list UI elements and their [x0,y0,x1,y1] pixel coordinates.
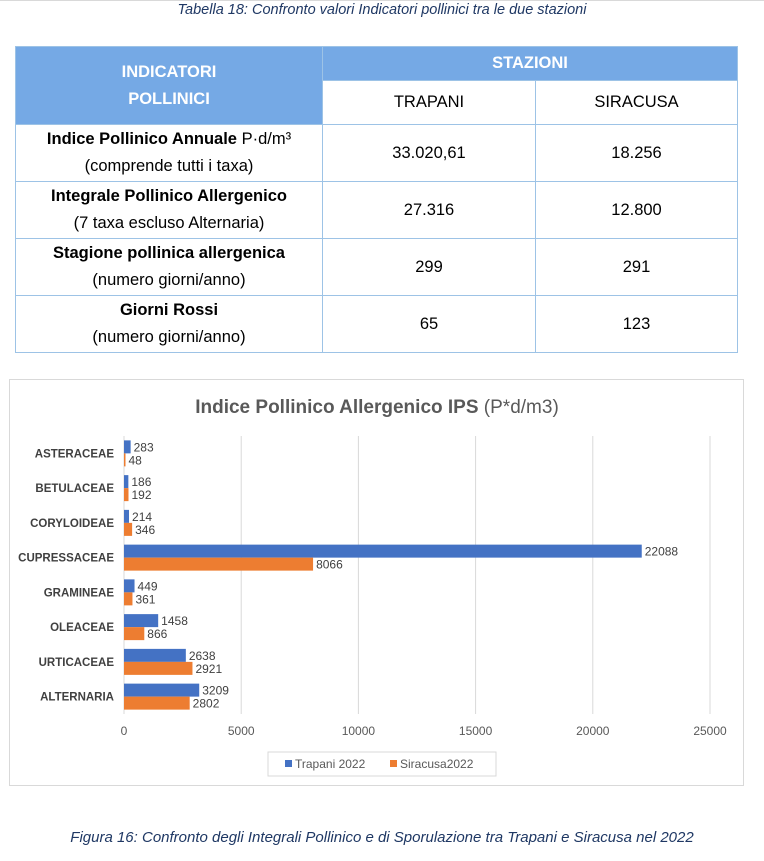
table-row: Stagione pollinica allergenica (numero g… [15,238,738,296]
data-label: 449 [138,579,158,593]
bar-siracusa [124,522,133,536]
data-label: 1458 [161,614,188,628]
category-label: ASTERACEAE [35,448,115,460]
cell-siracusa: 123 [535,295,738,353]
row-label: Stagione pollinica allergenica (numero g… [15,238,323,296]
header-station-trapani: TRAPANI [322,80,536,125]
bar-siracusa [124,627,145,641]
data-label: 214 [132,510,152,524]
data-label: 22088 [645,545,679,559]
cell-trapani: 27.316 [322,181,536,239]
data-label: 192 [132,488,152,502]
legend-swatch [390,760,397,767]
table-row: Indice Pollinico Annuale P·d/m³ (compren… [15,124,738,182]
chart-title-unit: (P*d/m3) [479,397,559,418]
legend-label: Siracusa2022 [400,757,474,771]
chart-title-main: Indice Pollinico Allergenico IPS [195,397,478,418]
legend-swatch [285,760,292,767]
data-label: 3209 [202,684,229,698]
header-station-siracusa: SIRACUSA [535,80,738,125]
table-row: Integrale Pollinico Allergenico (7 taxa … [15,181,738,239]
category-label: URTICACEAE [39,657,115,669]
bar-siracusa [124,696,190,710]
row-label-sub: (7 taxa escluso Alternaria) [73,214,265,232]
bar-trapani [124,614,159,628]
header-indicators-line2: POLLINICI [128,89,210,108]
ips-bar-chart: Indice Pollinico Allergenico IPS (P*d/m3… [9,379,744,786]
x-tick-label: 5000 [228,724,255,738]
cell-trapani: 65 [322,295,536,353]
cell-siracusa: 291 [535,238,738,296]
row-label-sub: (numero giorni/anno) [92,328,246,346]
row-label-sub: (comprende tutti i taxa) [84,157,254,175]
row-label: Integrale Pollinico Allergenico (7 taxa … [15,181,323,239]
category-label: OLEACEAE [50,622,114,634]
x-tick-label: 10000 [342,724,376,738]
data-label: 2638 [189,649,216,663]
chart-canvas: Indice Pollinico Allergenico IPS (P*d/m3… [18,397,727,777]
x-tick-label: 0 [121,724,128,738]
bar-trapani [124,509,130,523]
category-label: ALTERNARIA [40,692,114,704]
row-label-unit: P·d/m³ [241,130,292,148]
legend-box [267,751,497,777]
data-label: 48 [129,453,143,467]
cell-trapani: 299 [322,238,536,296]
data-label: 346 [135,523,155,537]
row-label-title: Indice Pollinico Annuale [46,130,237,148]
x-tick-label: 15000 [459,724,493,738]
bar-trapani [124,648,186,662]
bar-siracusa [124,557,314,571]
chart-title: Indice Pollinico Allergenico IPS (P*d/m3… [195,397,559,418]
data-label: 866 [147,627,167,641]
table-caption: Tabella 18: Confronto valori Indicatori … [177,2,587,18]
data-label: 8066 [316,558,343,572]
bar-siracusa [124,453,126,467]
header-indicators-line1: INDICATORI [121,62,217,81]
bar-siracusa [124,661,193,675]
data-label: 2921 [195,662,222,676]
row-label: Giorni Rossi (numero giorni/anno) [15,295,323,353]
data-label: 186 [131,475,151,489]
header-stations: STAZIONI [322,46,738,81]
bar-trapani [124,440,131,454]
header-indicators: INDICATORI POLLINICI [15,46,323,125]
bar-trapani [124,683,200,697]
cell-siracusa: 12.800 [535,181,738,239]
cell-trapani: 33.020,61 [322,124,536,182]
cell-siracusa: 18.256 [535,124,738,182]
table-row: Giorni Rossi (numero giorni/anno) 65 123 [15,295,738,353]
category-label: BETULACEAE [35,483,114,495]
data-label: 283 [134,440,154,454]
pollen-indicators-table: INDICATORI POLLINICI STAZIONI TRAPANI SI… [15,46,738,353]
data-label: 2802 [193,697,220,711]
row-label: Indice Pollinico Annuale P·d/m³ (compren… [15,124,323,182]
row-label-title: Stagione pollinica allergenica [53,244,285,262]
category-label: GRAMINEAE [44,587,115,599]
bar-trapani [124,579,135,593]
x-tick-label: 20000 [576,724,610,738]
legend-label: Trapani 2022 [295,757,366,771]
x-tick-label: 25000 [693,724,727,738]
data-label: 361 [135,592,155,606]
row-label-title: Integrale Pollinico Allergenico [51,187,287,205]
bar-siracusa [124,488,129,502]
category-label: CORYLOIDEAE [30,518,114,530]
row-label-title: Giorni Rossi [119,301,219,319]
top-rule [0,0,764,1]
category-label: CUPRESSACEAE [18,553,114,565]
row-label-sub: (numero giorni/anno) [92,271,246,289]
bar-siracusa [124,592,133,606]
bar-trapani [124,475,129,489]
bar-trapani [124,544,642,558]
figure-caption: Figura 16: Confronto degli Integrali Pol… [70,829,694,846]
